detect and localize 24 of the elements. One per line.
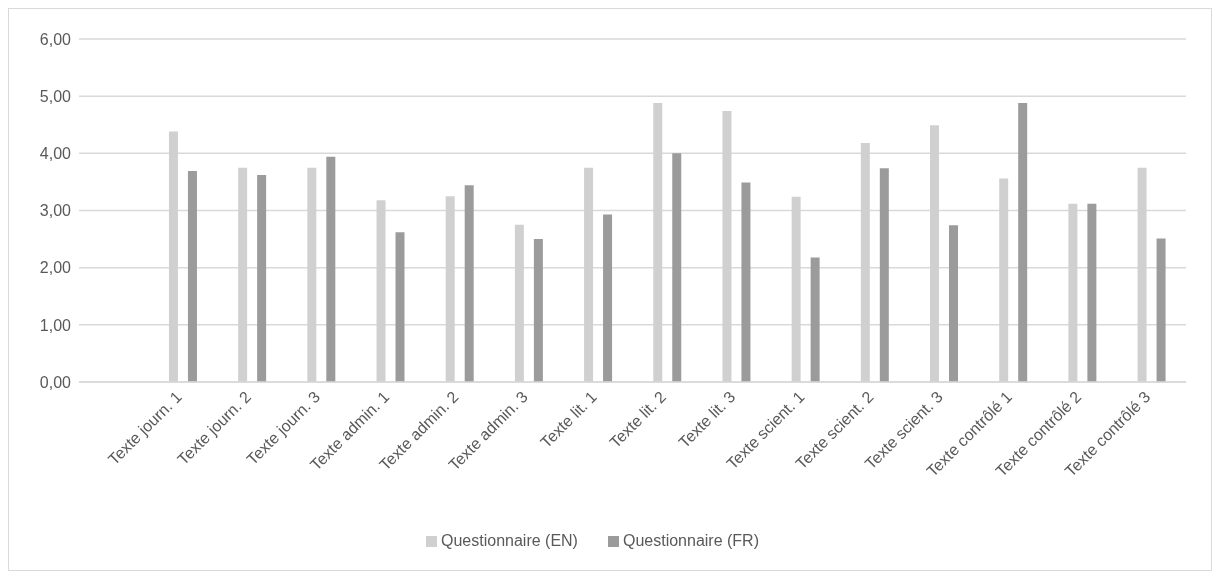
bar (533, 239, 543, 382)
bar (672, 153, 682, 382)
bar (949, 225, 959, 382)
y-tick-label: 0,00 (39, 373, 72, 391)
y-tick-label: 2,00 (39, 259, 72, 277)
bar (1087, 203, 1097, 382)
y-tick-label: 6,00 (39, 30, 72, 48)
bar (395, 232, 405, 382)
bar (1156, 238, 1166, 382)
bar (741, 182, 751, 382)
bar (326, 156, 336, 382)
y-tick-label: 5,00 (39, 87, 72, 105)
bar (810, 257, 820, 382)
legend-label: Questionnaire (EN) (441, 532, 578, 549)
legend-label: Questionnaire (FR) (622, 532, 759, 549)
y-tick-label: 1,00 (39, 316, 72, 334)
y-tick-label: 3,00 (39, 202, 72, 220)
bar (257, 175, 267, 382)
bar (603, 214, 613, 382)
bar (464, 185, 474, 382)
bar (187, 171, 197, 382)
y-tick-label: 4,00 (39, 145, 72, 163)
bar (879, 168, 889, 382)
bar (1018, 103, 1028, 382)
